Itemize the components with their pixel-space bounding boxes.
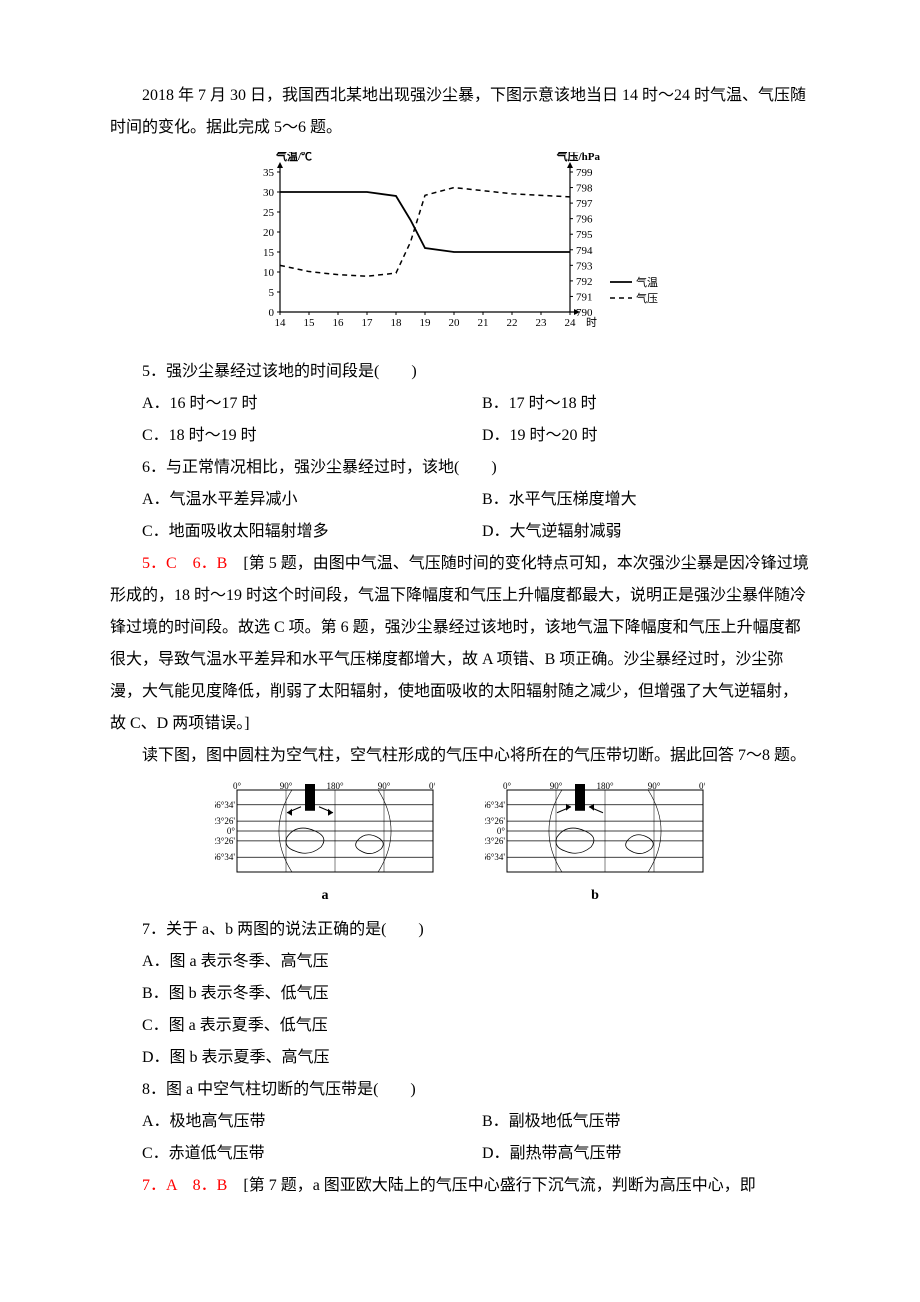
q6-opt-b: B．水平气压梯度增大: [450, 484, 637, 516]
svg-text:18: 18: [391, 317, 403, 329]
svg-text:25: 25: [263, 207, 275, 219]
svg-text:20: 20: [449, 317, 461, 329]
q5-row-2: C．18 时～19 时 D．19 时～20 时: [110, 420, 810, 452]
q6-row-2: C．地面吸收太阳辐射增多 D．大气逆辐射减弱: [110, 516, 810, 548]
q6-row-1: A．气温水平差异减小 B．水平气压梯度增大: [110, 484, 810, 516]
svg-text:23°26': 23°26': [215, 836, 235, 846]
svg-text:66°34': 66°34': [485, 800, 505, 810]
q6-opt-c: C．地面吸收太阳辐射增多: [110, 516, 450, 548]
svg-text:791: 791: [576, 291, 593, 303]
svg-text:180°: 180°: [596, 781, 614, 791]
diagram-b: 66°34'23°26'0°23°26'66°34'0°90°180°90°0°: [485, 780, 705, 880]
svg-text:796: 796: [576, 214, 593, 226]
diagram-a-wrap: 66°34'23°26'0°23°26'66°34'0°90°180°90°0°…: [215, 780, 435, 910]
svg-text:21: 21: [478, 317, 489, 329]
q8-opt-d: D．副热带高气压带: [450, 1138, 622, 1170]
svg-text:20: 20: [263, 227, 275, 239]
answer-7-8-body: [第 7 题，a 图亚欧大陆上的气压中心盛行下沉气流，判断为高压中心，即: [227, 1177, 755, 1194]
q5-row-1: A．16 时～17 时 B．17 时～18 时: [110, 388, 810, 420]
svg-text:0°: 0°: [233, 781, 242, 791]
svg-text:90°: 90°: [550, 781, 563, 791]
svg-text:23°26': 23°26': [485, 816, 505, 826]
diagram-a: 66°34'23°26'0°23°26'66°34'0°90°180°90°0°: [215, 780, 435, 880]
svg-text:19: 19: [420, 317, 432, 329]
svg-text:90°: 90°: [648, 781, 661, 791]
diagram-a-label: a: [215, 882, 435, 910]
svg-text:90°: 90°: [378, 781, 391, 791]
q8-opt-a: A．极地高气压带: [110, 1106, 450, 1138]
svg-text:66°34': 66°34': [215, 852, 235, 862]
svg-text:0°: 0°: [429, 781, 435, 791]
svg-text:17: 17: [362, 317, 374, 329]
diagram-b-label: b: [485, 882, 705, 910]
svg-text:23°26': 23°26': [485, 836, 505, 846]
answer-7-8: 7．A 8．B [第 7 题，a 图亚欧大陆上的气压中心盛行下沉气流，判断为高压…: [110, 1170, 810, 1202]
q7-opt-a: A．图 a 表示冬季、高气压: [110, 946, 810, 978]
intro-2: 读下图，图中圆柱为空气柱，空气柱形成的气压中心将所在的气压带切断。据此回答 7～…: [110, 740, 810, 772]
svg-text:5: 5: [269, 287, 275, 299]
answer-7-8-head: 7．A 8．B: [142, 1177, 227, 1194]
chart-container: 0510152025303579079179279379479579679779…: [110, 152, 810, 352]
q7-stem: 7．关于 a、b 两图的说法正确的是( ): [110, 914, 810, 946]
svg-text:23°26': 23°26': [215, 816, 235, 826]
q8-stem: 8．图 a 中空气柱切断的气压带是( ): [110, 1074, 810, 1106]
diagram-container: 66°34'23°26'0°23°26'66°34'0°90°180°90°0°…: [110, 780, 810, 910]
q8-row-2: C．赤道低气压带 D．副热带高气压带: [110, 1138, 810, 1170]
svg-text:22: 22: [507, 317, 518, 329]
svg-text:气温/℃: 气温/℃: [275, 152, 312, 163]
q6-opt-d: D．大气逆辐射减弱: [450, 516, 622, 548]
svg-text:66°34': 66°34': [485, 852, 505, 862]
q8-opt-b: B．副极地低气压带: [450, 1106, 621, 1138]
svg-text:15: 15: [263, 247, 275, 259]
answer-5-6-body: [第 5 题，由图中气温、气压随时间的变化特点可知，本次强沙尘暴是因冷锋过境形成…: [110, 555, 809, 732]
svg-text:180°: 180°: [326, 781, 344, 791]
svg-text:0°: 0°: [699, 781, 705, 791]
svg-text:气温: 气温: [636, 275, 658, 289]
svg-text:794: 794: [576, 245, 593, 257]
q7-opt-c: C．图 a 表示夏季、低气压: [110, 1010, 810, 1042]
svg-text:792: 792: [576, 276, 593, 288]
q6-opt-a: A．气温水平差异减小: [110, 484, 450, 516]
svg-text:35: 35: [263, 167, 275, 179]
answer-5-6-head: 5．C 6．B: [142, 555, 227, 572]
q8-row-1: A．极地高气压带 B．副极地低气压带: [110, 1106, 810, 1138]
temperature-pressure-chart: 0510152025303579079179279379479579679779…: [240, 152, 680, 352]
svg-text:24: 24: [565, 317, 577, 329]
svg-text:0°: 0°: [227, 826, 236, 836]
svg-text:66°34': 66°34': [215, 800, 235, 810]
svg-text:799: 799: [576, 167, 593, 179]
q7-opt-b: B．图 b 表示冬季、低气压: [110, 978, 810, 1010]
svg-text:10: 10: [263, 267, 275, 279]
q5-opt-c: C．18 时～19 时: [110, 420, 450, 452]
svg-text:23: 23: [536, 317, 548, 329]
q8-opt-c: C．赤道低气压带: [110, 1138, 450, 1170]
svg-text:16: 16: [333, 317, 345, 329]
q5-stem: 5．强沙尘暴经过该地的时间段是( ): [110, 356, 810, 388]
q6-stem: 6．与正常情况相比，强沙尘暴经过时，该地( ): [110, 452, 810, 484]
svg-text:14: 14: [275, 317, 287, 329]
svg-text:793: 793: [576, 260, 593, 272]
q7-opt-d: D．图 b 表示夏季、高气压: [110, 1042, 810, 1074]
svg-text:30: 30: [263, 187, 275, 199]
svg-text:时: 时: [586, 316, 597, 329]
svg-text:90°: 90°: [280, 781, 293, 791]
svg-text:797: 797: [576, 198, 593, 210]
svg-text:15: 15: [304, 317, 316, 329]
q5-opt-b: B．17 时～18 时: [450, 388, 597, 420]
q5-opt-a: A．16 时～17 时: [110, 388, 450, 420]
svg-text:气压/hPa: 气压/hPa: [556, 152, 601, 163]
svg-text:0°: 0°: [503, 781, 512, 791]
svg-text:798: 798: [576, 183, 593, 195]
svg-text:795: 795: [576, 229, 593, 241]
intro-1: 2018 年 7 月 30 日，我国西北某地出现强沙尘暴，下图示意该地当日 14…: [110, 80, 810, 144]
diagram-b-wrap: 66°34'23°26'0°23°26'66°34'0°90°180°90°0°…: [485, 780, 705, 910]
svg-text:0°: 0°: [497, 826, 506, 836]
answer-5-6: 5．C 6．B [第 5 题，由图中气温、气压随时间的变化特点可知，本次强沙尘暴…: [110, 548, 810, 740]
q5-opt-d: D．19 时～20 时: [450, 420, 598, 452]
svg-text:气压: 气压: [636, 291, 658, 305]
